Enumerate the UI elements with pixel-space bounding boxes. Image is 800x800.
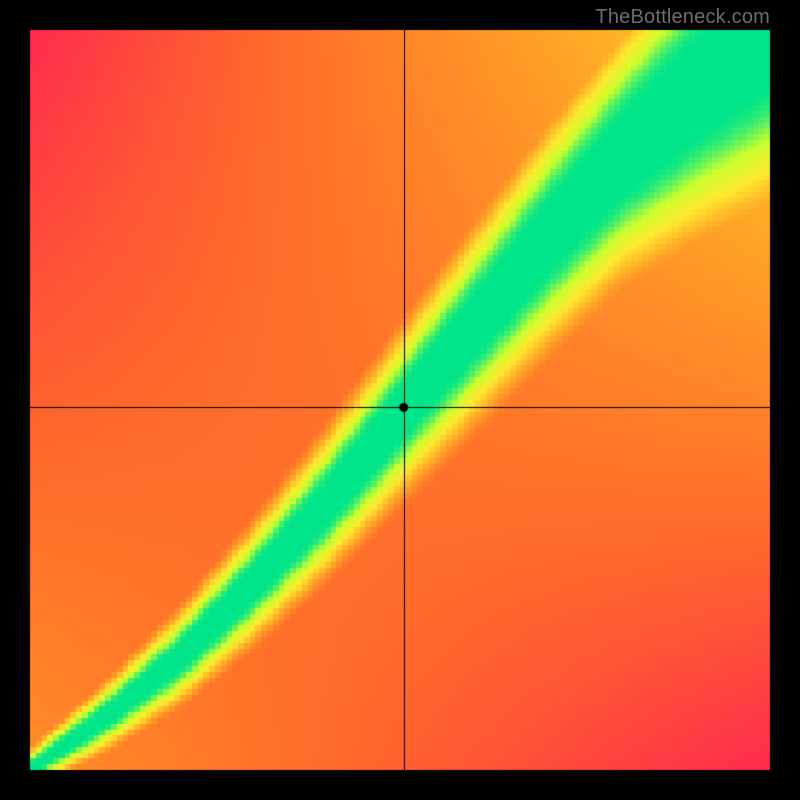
chart-container: TheBottleneck.com [0, 0, 800, 800]
bottleneck-heatmap [0, 0, 800, 800]
watermark-text: TheBottleneck.com [595, 6, 770, 29]
